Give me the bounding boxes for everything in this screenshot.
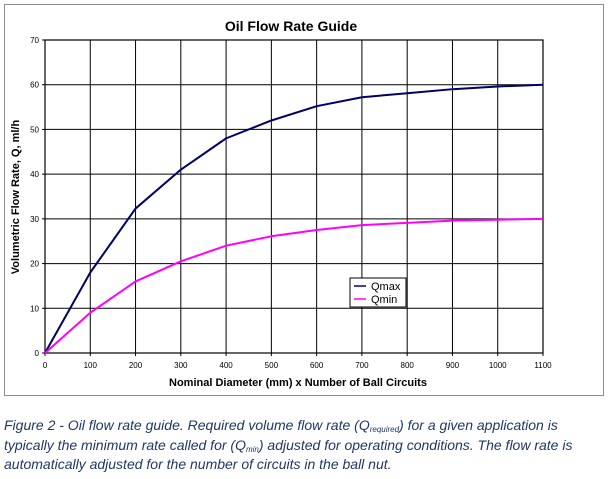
y-axis-title: Volumetric Flow Rate, Q, ml/h bbox=[10, 120, 22, 275]
legend-label-qmin: Qmin bbox=[371, 294, 397, 306]
series-line-qmin bbox=[44, 217, 544, 354]
x-tick-label: 600 bbox=[310, 361, 324, 370]
legend: Qmax Qmin bbox=[349, 277, 407, 308]
figure-caption: Figure 2 - Oil flow rate guide. Required… bbox=[4, 416, 608, 475]
y-tick-label: 30 bbox=[30, 215, 39, 224]
x-tick-label: 100 bbox=[84, 361, 98, 370]
y-tick-label: 40 bbox=[30, 170, 39, 179]
x-tick-label: 400 bbox=[219, 361, 233, 370]
chart-frame bbox=[4, 4, 604, 396]
caption-text-1: Figure 2 - Oil flow rate guide. Required… bbox=[4, 417, 370, 433]
series-lines bbox=[44, 83, 544, 354]
caption-subscript-required: required bbox=[369, 425, 400, 434]
y-tick-label: 50 bbox=[30, 125, 39, 134]
legend-label-qmax: Qmax bbox=[371, 281, 401, 293]
x-tick-label: 300 bbox=[174, 361, 188, 370]
y-tick-label: 10 bbox=[30, 304, 39, 313]
x-tick-label: 900 bbox=[446, 361, 460, 370]
y-tick-label: 60 bbox=[30, 81, 39, 90]
x-tick-label: 500 bbox=[265, 361, 279, 370]
x-tick-label: 1100 bbox=[534, 361, 552, 370]
legend-box bbox=[349, 277, 407, 308]
plot-area bbox=[44, 39, 544, 354]
x-tick-label: 1000 bbox=[489, 361, 507, 370]
caption-text-2: ) for a given application is typically t… bbox=[4, 417, 558, 453]
x-axis-title: Nominal Diameter (mm) x Number of Ball C… bbox=[169, 377, 427, 389]
gridlines bbox=[44, 39, 544, 354]
series-line-qmax bbox=[44, 83, 544, 354]
x-tick-label: 700 bbox=[355, 361, 369, 370]
axis-ticks: 0 100 200 300 400 500 600 700 800 900 1000 1100 0 10 2… bbox=[30, 36, 552, 370]
x-tick-label: 200 bbox=[129, 361, 143, 370]
y-tick-label: 70 bbox=[30, 36, 39, 45]
x-tick-label: 0 bbox=[43, 361, 48, 370]
caption-text-3: ) adjusted for operating conditions. The… bbox=[4, 436, 573, 473]
caption-subscript-min: min bbox=[245, 444, 259, 454]
x-tick-label: 800 bbox=[401, 361, 415, 370]
chart-title: Oil Flow Rate Guide bbox=[225, 18, 357, 34]
y-tick-label: 0 bbox=[35, 349, 40, 358]
y-tick-label: 20 bbox=[30, 260, 39, 269]
